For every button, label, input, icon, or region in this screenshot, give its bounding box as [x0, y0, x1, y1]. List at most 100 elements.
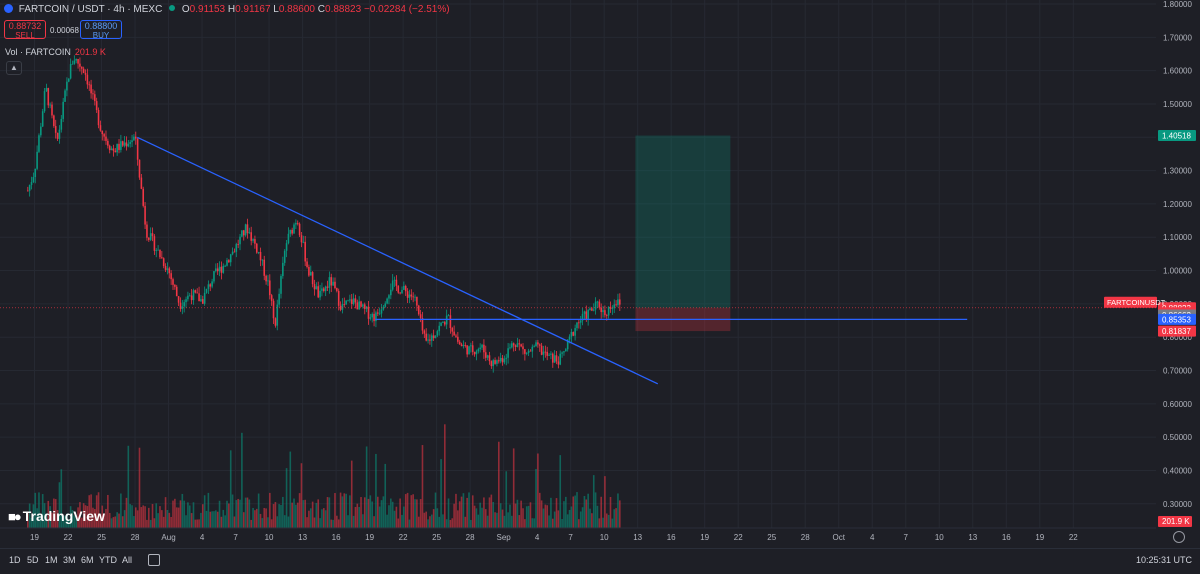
candle-body	[591, 308, 593, 311]
symbol-title[interactable]: FARTCOIN / USDT · 4h · MEXC	[18, 4, 163, 15]
volume-bar	[289, 451, 292, 528]
volume-bar	[95, 495, 98, 528]
volume-bar	[149, 519, 152, 528]
volume-bar	[142, 505, 145, 528]
candle-body	[425, 333, 427, 341]
candle-body	[216, 268, 219, 272]
volume-bar	[118, 513, 120, 528]
volume-legend-value: 201.9 K	[74, 47, 106, 57]
candle-body	[153, 236, 156, 251]
candle-body	[116, 143, 118, 153]
timeframe-ytd[interactable]: YTD	[99, 555, 117, 565]
volume-bar	[146, 519, 148, 528]
candle-body	[408, 294, 411, 298]
volume-bar	[499, 503, 502, 528]
volume-bar	[175, 507, 178, 528]
volume-bar	[412, 494, 414, 528]
timeframe-1d[interactable]: 1D	[9, 555, 21, 565]
candle-body	[79, 63, 81, 67]
volume-bar	[497, 441, 500, 528]
candle-body	[252, 239, 254, 241]
volume-bar	[99, 514, 102, 528]
candle-body	[388, 295, 390, 299]
candle-body	[242, 230, 245, 236]
volume-bar	[174, 498, 176, 528]
candle-body	[579, 320, 582, 323]
candle-body	[514, 345, 517, 347]
timeframe-1m[interactable]: 1M	[45, 555, 58, 565]
volume-bar	[490, 494, 493, 528]
candle-body	[600, 307, 602, 313]
timeframe-all[interactable]: All	[122, 555, 133, 565]
candle-body	[103, 134, 105, 137]
candle-body	[291, 229, 293, 234]
candle-body	[88, 84, 91, 86]
volume-bar	[438, 516, 441, 528]
volume-bar	[88, 495, 91, 528]
candle-body	[378, 313, 381, 315]
candle-body	[611, 308, 614, 310]
utc-clock[interactable]: 10:25:31 UTC	[1135, 555, 1192, 565]
x-tick-label: Sep	[497, 533, 512, 542]
timeframe-3m[interactable]: 3M	[63, 555, 76, 565]
volume-bar	[136, 510, 139, 528]
candle-body	[598, 301, 601, 308]
candle-body	[162, 258, 165, 267]
candle-body	[421, 317, 424, 331]
candle-body	[129, 142, 131, 144]
volume-bar	[376, 496, 379, 528]
candle-body	[304, 241, 306, 262]
volume-bar	[205, 510, 208, 528]
volume-bar	[339, 492, 342, 528]
candle-body	[617, 299, 619, 306]
tradingview-logo: ■● TradingView	[8, 508, 105, 524]
candle-body	[313, 284, 316, 290]
volume-bar	[92, 507, 94, 528]
stop-price-label	[1158, 325, 1196, 337]
volume-bar	[298, 493, 301, 528]
volume-bar	[542, 508, 545, 528]
candle-body	[49, 104, 51, 106]
volume-bar	[105, 508, 107, 528]
timeframe-6m[interactable]: 6M	[81, 555, 94, 565]
buy-button[interactable]: 0.88800 BUY	[80, 20, 122, 40]
volume-bar	[233, 516, 236, 528]
candle-body	[53, 115, 55, 127]
volume-bar	[565, 496, 567, 528]
gear-icon[interactable]	[1173, 531, 1185, 543]
candle-body	[107, 140, 109, 146]
volume-bar	[397, 518, 400, 528]
volume-bar	[58, 482, 61, 528]
candle-body	[82, 68, 85, 73]
volume-bar	[561, 519, 563, 528]
candle-body	[440, 322, 442, 326]
volume-bar	[280, 504, 282, 528]
volume-bar	[151, 504, 154, 528]
volume-bar	[222, 509, 225, 528]
candle-body	[226, 260, 228, 266]
timeframe-5d[interactable]: 5D	[27, 555, 39, 565]
sell-button[interactable]: 0.88732 SELL	[4, 20, 46, 40]
volume-bar	[367, 498, 370, 528]
volume-legend[interactable]: Vol · FARTCOIN 201.9 K	[5, 47, 106, 57]
volume-bar	[607, 514, 610, 528]
candle-body	[403, 285, 405, 290]
volume-bar	[373, 516, 375, 528]
candle-body	[295, 222, 297, 225]
volume-bar	[323, 508, 325, 528]
candle-body	[406, 291, 409, 298]
candle-body	[451, 327, 454, 332]
volume-bar	[553, 511, 556, 528]
volume-bar	[550, 497, 552, 528]
volume-bar	[177, 507, 180, 528]
collapse-legend-button[interactable]: ▲	[6, 61, 22, 75]
calendar-icon[interactable]	[148, 554, 160, 566]
candle-body	[28, 184, 31, 191]
volume-bar	[183, 500, 185, 528]
candle-body	[228, 260, 230, 263]
candle-body	[363, 304, 366, 309]
volume-bar	[308, 510, 310, 528]
candle-body	[367, 306, 370, 319]
candle-body	[209, 284, 212, 287]
